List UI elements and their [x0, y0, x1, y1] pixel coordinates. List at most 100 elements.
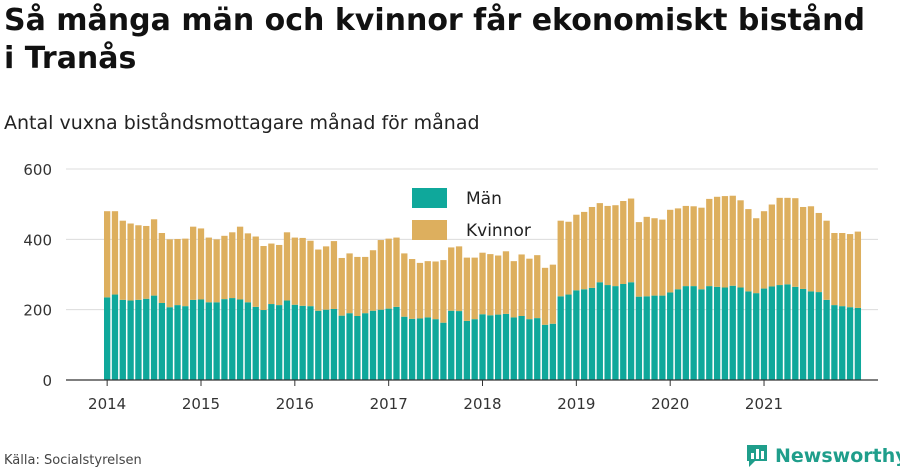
bar-man: [839, 306, 846, 380]
bar-man: [753, 293, 760, 380]
bar-man: [150, 295, 158, 380]
bar-kvinnor: [205, 237, 212, 303]
bar-kvinnor: [150, 219, 158, 296]
bar-kvinnor: [549, 264, 557, 324]
newsworthy-icon: [747, 445, 767, 467]
bar-kvinnor: [338, 257, 345, 316]
bar-kvinnor: [846, 234, 854, 308]
bar-kvinnor: [362, 256, 369, 314]
bar-kvinnor: [229, 232, 236, 299]
bar-kvinnor: [291, 237, 298, 305]
bar-kvinnor: [627, 198, 635, 283]
bar-kvinnor: [745, 209, 752, 292]
x-tick-label: 2015: [182, 395, 220, 413]
bar-kvinnor: [776, 197, 783, 286]
bar-kvinnor: [573, 214, 580, 291]
bar-man: [526, 319, 533, 380]
bar-man: [635, 296, 643, 380]
bar-kvinnor: [135, 225, 142, 300]
bar-man: [831, 305, 838, 380]
bar-kvinnor: [276, 244, 283, 306]
bar-man: [659, 295, 666, 380]
bar-kvinnor: [166, 239, 173, 308]
bar-man: [432, 319, 439, 380]
bar-man: [244, 302, 252, 380]
bar-man: [354, 315, 361, 380]
bar-kvinnor: [495, 255, 502, 315]
bar-kvinnor: [721, 196, 729, 288]
bar-man: [322, 309, 330, 380]
bar-kvinnor: [127, 223, 134, 301]
bar-kvinnor: [174, 238, 181, 306]
bar-kvinnor: [307, 240, 314, 307]
bar-kvinnor: [190, 226, 197, 300]
bar-man: [424, 317, 431, 380]
bar-kvinnor: [354, 256, 361, 316]
bar-man: [338, 315, 345, 380]
bar-man: [385, 308, 392, 380]
bar-kvinnor: [283, 232, 291, 301]
bar-man: [479, 314, 486, 380]
bar-kvinnor: [268, 243, 275, 305]
bar-man: [252, 306, 259, 380]
bar-man: [768, 286, 775, 380]
bar-kvinnor: [799, 206, 807, 289]
bar-man: [612, 286, 619, 380]
bar-man: [721, 287, 729, 380]
bar-man: [307, 306, 314, 380]
bar-kvinnor: [659, 219, 666, 296]
bar-man: [737, 287, 744, 380]
y-tick-label: 200: [23, 302, 52, 320]
bar-kvinnor: [753, 218, 760, 294]
bar-kvinnor: [510, 261, 517, 318]
bar-kvinnor: [612, 205, 619, 287]
bar-kvinnor: [393, 237, 400, 307]
y-tick-label: 0: [42, 372, 52, 390]
bar-kvinnor: [526, 258, 533, 320]
bar-man: [315, 310, 322, 380]
bar-man: [190, 299, 197, 380]
bar-man: [408, 318, 416, 380]
bar-kvinnor: [479, 252, 486, 315]
bar-man: [197, 299, 205, 380]
bar-man: [260, 310, 267, 380]
bar-man: [799, 288, 807, 380]
bar-kvinnor: [213, 239, 220, 303]
bar-kvinnor: [322, 246, 330, 310]
bar-man: [690, 286, 697, 380]
bar-man: [698, 289, 705, 380]
bar-man: [205, 302, 212, 380]
bar-kvinnor: [557, 220, 564, 297]
bar-man: [487, 315, 494, 380]
bar-man: [416, 318, 424, 380]
bar-kvinnor: [471, 257, 478, 320]
bar-man: [565, 294, 572, 380]
bar-man: [784, 284, 791, 380]
bar-kvinnor: [236, 226, 244, 300]
bar-man: [299, 305, 306, 380]
bar-man: [596, 282, 603, 380]
bar-kvinnor: [440, 260, 447, 323]
bar-man: [643, 296, 650, 380]
x-tick-label: 2014: [88, 395, 126, 413]
bar-man: [236, 299, 244, 380]
y-tick-label: 600: [23, 161, 52, 179]
bar-kvinnor: [596, 203, 603, 283]
bar-kvinnor: [143, 225, 150, 299]
bar-kvinnor: [448, 247, 455, 311]
bar-man: [229, 298, 236, 380]
bar-man: [667, 292, 674, 380]
bar-kvinnor: [197, 228, 205, 300]
bar-man: [283, 300, 291, 380]
bar-kvinnor: [792, 198, 799, 287]
bar-kvinnor: [854, 231, 862, 308]
bar-kvinnor: [244, 233, 252, 303]
bar-kvinnor: [401, 253, 408, 317]
bar-kvinnor: [831, 233, 838, 306]
bar-man: [213, 302, 220, 380]
bar-kvinnor: [182, 238, 189, 307]
bar-man: [369, 310, 377, 380]
bar-kvinnor: [346, 253, 353, 314]
bar-kvinnor: [158, 233, 166, 303]
